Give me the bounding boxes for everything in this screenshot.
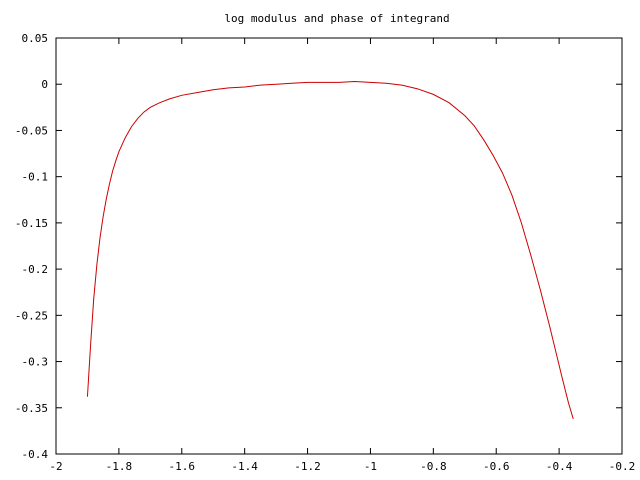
y-axis: 0.05 0 -0.05 -0.1 -0.15 -0.2 -0.25 -0.3 -0.35 -0.… [15,32,622,461]
x-tick-label: -1.6 [169,460,196,473]
series-group [86,80,574,420]
series-line [86,80,574,420]
y-tick-label: 0.05 [22,32,49,45]
x-tick-label: -2 [49,460,62,473]
x-tick-label: -1.2 [294,460,321,473]
x-axis: -2 -1.8 -1.6 -1.4 -1.2 -1 -0.8 -0.6 -0.4 -0.2 [49,38,635,473]
y-tick-label: -0.2 [22,263,49,276]
y-tick-label: -0.1 [22,171,49,184]
y-tick-label: -0.35 [15,402,48,415]
x-tick-label: -0.2 [609,460,636,473]
y-tick-label: -0.3 [22,356,49,369]
x-tick-label: -1 [364,460,377,473]
y-tick-label: -0.25 [15,309,48,322]
x-tick-label: -0.6 [483,460,510,473]
chart-title: log modulus and phase of integrand [224,12,449,25]
y-tick-label: -0.15 [15,217,48,230]
x-tick-label: -1.4 [231,460,258,473]
x-tick-label: -0.4 [546,460,573,473]
x-tick-label: -1.8 [106,460,133,473]
y-tick-label: -0.4 [22,448,49,461]
y-tick-label: -0.05 [15,124,48,137]
y-tick-label: 0 [41,78,48,91]
x-tick-label: -0.8 [420,460,447,473]
plot-area [55,37,623,455]
